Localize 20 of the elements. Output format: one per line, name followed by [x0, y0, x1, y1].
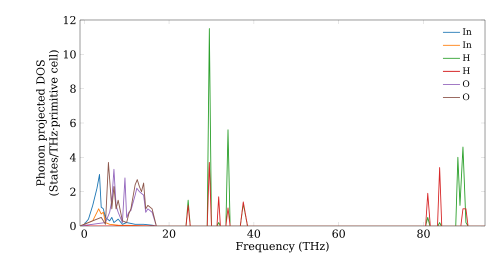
y-tick-label: 2: [70, 188, 76, 196]
x-tick-label: 80: [417, 230, 430, 238]
x-tick-label: 20: [162, 230, 176, 238]
y-axis-title: Phonon projected DOS (States/THz·primitive cell): [36, 50, 60, 196]
y-tick-label: 4: [70, 153, 76, 162]
legend-label: O: [462, 80, 470, 88]
x-axis-title: Frequency (THz): [236, 242, 329, 252]
x-tick-label: 40: [247, 230, 260, 238]
legend-label: H: [462, 67, 470, 74]
y-tick-label: 6: [70, 118, 76, 128]
x-tick-label: 60: [332, 230, 345, 238]
y-tick-label: 10: [64, 50, 76, 58]
y-tick-label: 12: [64, 16, 76, 24]
legend-label: O: [462, 94, 470, 100]
y-tick-label: 8: [70, 84, 76, 93]
legend-label: In: [462, 28, 472, 35]
y-tick-label: 0: [70, 222, 76, 230]
legend-label: In: [462, 41, 472, 48]
legend-label: H: [462, 54, 470, 61]
x-tick-label: 0: [81, 230, 87, 238]
